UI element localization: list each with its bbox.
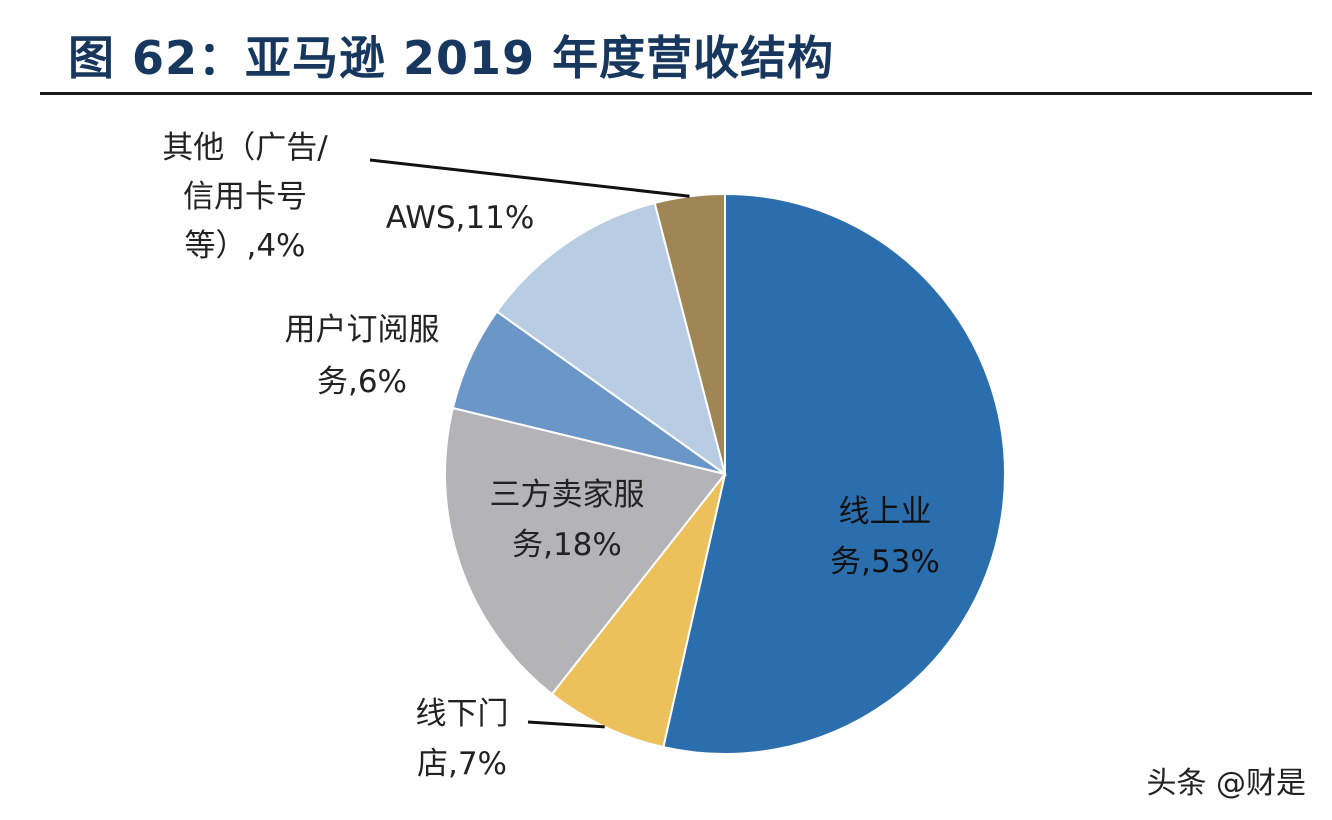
pie-slice-6 [653, 192, 726, 475]
watermark: 头条 @财是 [1146, 766, 1306, 801]
pie-slice-3 [444, 406, 727, 696]
pie-slice-2 [550, 473, 726, 749]
slice-label-4: 用户订阅服务,6% [285, 312, 440, 400]
slice-label-1: 线上业务,53% [830, 494, 940, 580]
leader-line-2 [527, 720, 605, 729]
pie-slice-1 [662, 192, 1006, 755]
chart-title: 图 62：亚马逊 2019 年度营收结构 [68, 31, 835, 85]
slice-label-2: 线下门店,7% [416, 696, 509, 782]
leader-line-6 [369, 158, 690, 198]
pie-slice-5 [495, 201, 727, 477]
slice-label-6: 其他（广告/信用卡号等）,4% [162, 130, 328, 264]
title-divider [40, 92, 1312, 95]
slice-label-3: 三方卖家服务,18% [490, 477, 645, 563]
slice-label-5: AWS,11% [386, 200, 535, 236]
